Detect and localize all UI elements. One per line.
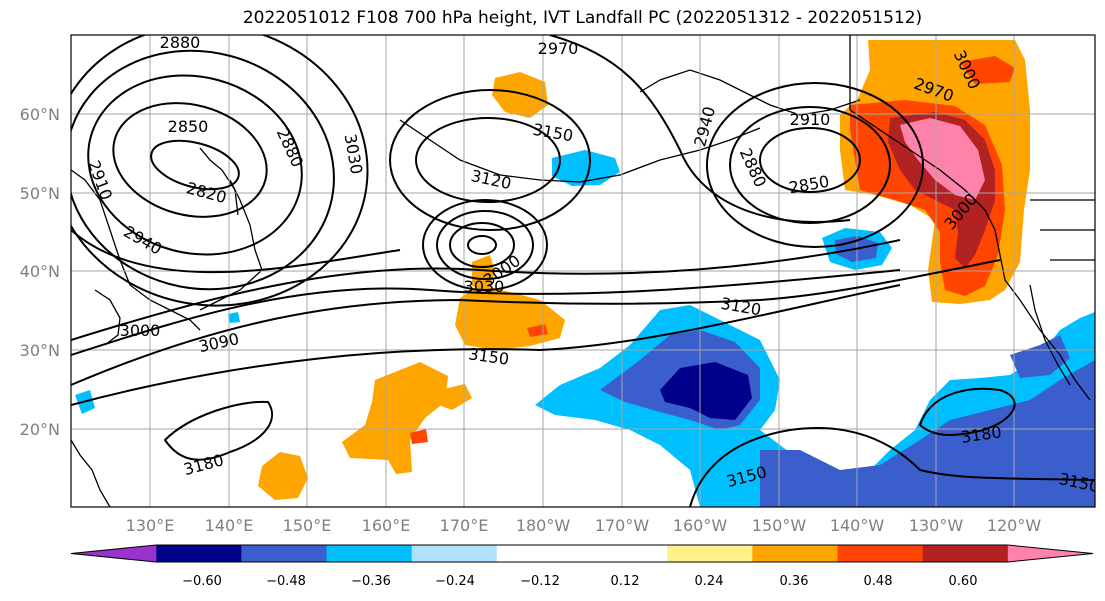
colorbar-tick-label: 0.36 [780, 574, 809, 589]
contour-label: 2880 [160, 33, 201, 52]
map-frame [70, 34, 1096, 508]
latitude-labels: 60°N 50°N 40°N 30°N 20°N [20, 105, 60, 439]
colorbar-segment [1007, 545, 1093, 562]
contour-label: 2970 [538, 39, 579, 58]
colorbar [70, 544, 1094, 563]
colorbar-segment [496, 545, 583, 562]
lon-label: 160°E [362, 516, 411, 535]
colorbar-tick-label: −0.36 [351, 574, 391, 589]
contour-label: 3030 [464, 277, 505, 296]
lat-label: 30°N [20, 341, 60, 360]
colorbar-segment [241, 545, 327, 562]
lon-label: 150°W [752, 516, 807, 535]
colorbar-segment [71, 545, 157, 562]
lat-label: 60°N [20, 105, 60, 124]
lat-label: 40°N [20, 262, 60, 281]
lon-label: 170°E [440, 516, 489, 535]
height-contours [71, 35, 1095, 507]
lon-label: 130°W [909, 516, 964, 535]
colorbar-outline [70, 544, 1094, 563]
colorbar-tick-label: 0.48 [864, 574, 893, 589]
colorbar-segment [156, 545, 242, 562]
longitude-labels: 130°E 140°E 150°E 160°E 170°E 180°W 170°… [126, 516, 1042, 535]
colorbar-segment [326, 545, 413, 562]
map-plot-area: 2880 2970 3000 2850 2880 3030 3150 2940 … [71, 33, 1095, 507]
lon-label: 180°W [516, 516, 571, 535]
colorbar-tick-label: −0.12 [520, 574, 560, 589]
lon-label: 160°W [673, 516, 728, 535]
lon-label: 140°E [205, 516, 254, 535]
colorbar-tick-labels: −0.60 −0.48 −0.36 −0.24 −0.12 0.12 0.24 … [182, 574, 977, 589]
colorbar-segment [411, 545, 498, 562]
contour-label: 3000 [120, 321, 161, 340]
colorbar-segment [837, 545, 924, 562]
colorbar-tick-label: 0.24 [695, 574, 724, 589]
colorbar-tick-label: 0.60 [949, 574, 978, 589]
positive-anomaly-shading [258, 40, 1030, 500]
colorbar-tick-label: −0.60 [182, 574, 222, 589]
colorbar-segment [752, 545, 838, 562]
colorbar-tick-label: −0.24 [435, 574, 475, 589]
lon-label: 140°W [830, 516, 885, 535]
colorbar-tick-label: 0.12 [611, 574, 640, 589]
map-title: 2022051012 F108 700 hPa height, IVT Land… [242, 8, 923, 28]
lat-label: 50°N [20, 184, 60, 203]
lon-label: 150°E [283, 516, 332, 535]
contour-label: 2850 [168, 117, 209, 136]
lon-label: 120°W [987, 516, 1042, 535]
colorbar-tick-label: −0.48 [266, 574, 306, 589]
lon-label: 130°E [126, 516, 175, 535]
colorbar-segment [667, 545, 753, 562]
graticule [71, 35, 1095, 507]
lon-label: 170°W [595, 516, 650, 535]
contour-label: 2910 [790, 110, 831, 129]
colorbar-segment [922, 545, 1009, 562]
colorbar-segment [582, 545, 668, 562]
lat-label: 20°N [20, 420, 60, 439]
